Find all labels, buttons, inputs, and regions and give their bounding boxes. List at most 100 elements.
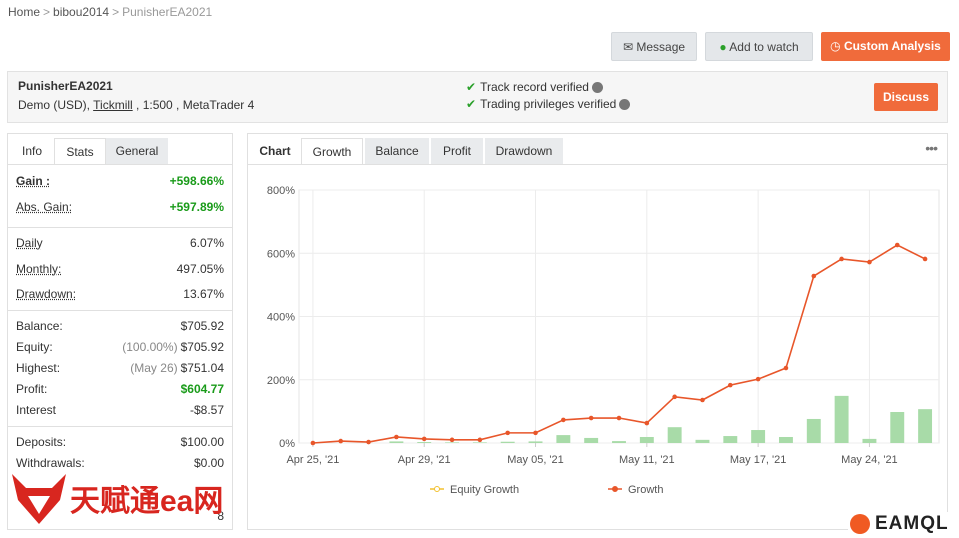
button-label: Message xyxy=(636,40,686,54)
stat-row: Interest -$8.57 xyxy=(16,403,224,421)
tab[interactable]: Profit xyxy=(431,138,483,164)
button-label: Custom Analysis xyxy=(843,39,941,53)
verified-item: ✔ Track record verified xyxy=(466,80,603,94)
point xyxy=(644,420,650,426)
bar xyxy=(500,441,515,443)
stat-row: Highest: (May 26) $751.04 xyxy=(16,361,224,379)
stat-label: Deposits: xyxy=(16,435,67,449)
bar xyxy=(890,412,905,443)
stat-value: 8 xyxy=(217,509,224,523)
stat-value: +597.89% xyxy=(169,200,224,214)
crumb-current: PunisherEA2021 xyxy=(122,5,213,19)
stat-value-wrap: +598.66% xyxy=(170,174,224,188)
point xyxy=(894,242,900,248)
stat-value: 6.07% xyxy=(189,236,224,250)
bar xyxy=(806,418,821,443)
bar xyxy=(417,442,432,443)
verified-label: Trading privileges verified xyxy=(480,97,617,111)
chart-tabs: Chart Growth Balance Profit Drawdown ••• xyxy=(248,134,947,165)
discuss-button[interactable]: Discuss xyxy=(874,83,938,111)
menu-dots[interactable]: ••• xyxy=(925,140,938,156)
message-button[interactable]: ✉ Message xyxy=(611,32,697,61)
stat-label: Balance: xyxy=(16,319,63,333)
details-text: , 1:500 , MetaTrader 4 xyxy=(132,98,255,112)
point xyxy=(616,415,622,421)
stat-value: -$8.57 xyxy=(189,403,224,417)
stat-row: Equity: (100.00%) $705.92 xyxy=(16,340,224,358)
stat-value: $0.00 xyxy=(193,456,224,470)
stat-value-wrap: $0.00 xyxy=(194,456,224,470)
point xyxy=(421,436,427,442)
y-tick-label: 600% xyxy=(267,248,295,260)
stat-row: Balance: $705.92 xyxy=(16,319,224,337)
divider xyxy=(8,227,232,228)
tab[interactable]: Stats xyxy=(54,138,106,164)
watermark-text: 天赋通ea网 xyxy=(70,485,224,518)
custom-analysis-button[interactable]: ◷ Custom Analysis xyxy=(821,32,950,61)
bar xyxy=(751,430,766,443)
stat-label: Withdrawals: xyxy=(16,456,85,470)
stat-value: $705.92 xyxy=(180,340,224,354)
stat-label: Highest: xyxy=(16,361,61,375)
account-box: PunisherEA2021 Demo (USD), Tickmill , 1:… xyxy=(7,71,948,123)
point xyxy=(867,259,872,265)
legend-marker xyxy=(612,486,618,492)
stat-note: (May 26) xyxy=(130,361,178,375)
point xyxy=(728,382,733,388)
x-tick-label: May 17, '21 xyxy=(730,454,787,466)
stat-value: 497.05% xyxy=(176,261,224,276)
stat-row: Profit: $604.77 xyxy=(16,382,224,400)
legend-marker xyxy=(434,486,440,492)
watermark-badge: EAMQL xyxy=(848,512,956,536)
y-tick-label: 0% xyxy=(279,438,295,450)
point xyxy=(449,437,455,443)
x-tick-label: Apr 29, '21 xyxy=(398,454,451,466)
verified-label: Track record verified xyxy=(480,80,589,94)
tab[interactable]: General xyxy=(106,138,168,164)
stat-label: Interest xyxy=(16,403,57,417)
point xyxy=(394,434,399,440)
stat-row: Deposits: $100.00 xyxy=(16,435,224,453)
stat-value-wrap: $604.77 xyxy=(181,382,224,396)
stat-value-wrap: (100.00%) $705.92 xyxy=(122,340,224,354)
x-tick-label: May 05, '21 xyxy=(507,454,564,466)
stat-row: Daily 6.07% xyxy=(16,236,224,254)
point xyxy=(366,439,371,445)
tab[interactable]: Growth xyxy=(301,138,363,164)
bar xyxy=(862,438,877,443)
stat-value-wrap: 6.07% xyxy=(190,236,224,250)
tab[interactable]: Info xyxy=(21,144,42,158)
stat-value-wrap: (May 26) $751.04 xyxy=(130,361,224,375)
tab[interactable]: Drawdown xyxy=(485,138,563,164)
y-tick-label: 200% xyxy=(267,375,295,387)
x-tick-label: May 11, '21 xyxy=(619,454,675,466)
bar xyxy=(695,439,710,443)
crumb-link[interactable]: bibou2014 xyxy=(53,5,110,19)
broker-link[interactable]: Tickmill xyxy=(93,98,133,112)
bar xyxy=(667,427,682,443)
stat-value-wrap: 13.67% xyxy=(183,287,224,301)
stat-label: Profit: xyxy=(16,382,48,396)
point xyxy=(839,256,844,262)
account-details: Demo (USD), Tickmill , 1:500 , MetaTrade… xyxy=(18,98,254,112)
stat-value-wrap: 497.05% xyxy=(177,262,224,276)
stat-row: Drawdown: 13.67% xyxy=(16,287,224,305)
breadcrumb: Home > bibou2014 > PunisherEA2021 xyxy=(8,5,212,19)
stats-tabs: Info Stats General xyxy=(8,134,232,165)
point xyxy=(700,397,705,403)
watch-button[interactable]: ● Add to watch xyxy=(705,32,813,61)
stat-note: (100.00%) xyxy=(122,340,178,354)
crumb-separator: > xyxy=(112,5,120,19)
bar xyxy=(612,441,626,443)
stat-label: Daily xyxy=(16,236,43,250)
tab[interactable]: Balance xyxy=(365,138,429,164)
stat-value-wrap: 8 xyxy=(217,509,224,523)
bar xyxy=(472,442,487,443)
verified-item: ✔ Trading privileges verified xyxy=(466,97,631,111)
point xyxy=(672,394,677,400)
stat-row: Gain : +598.66% xyxy=(16,174,224,192)
stat-row: Monthly: 497.05% xyxy=(16,262,224,280)
crumb-link[interactable]: Home xyxy=(8,5,41,19)
stat-row: Withdrawals: $0.00 xyxy=(16,456,224,474)
